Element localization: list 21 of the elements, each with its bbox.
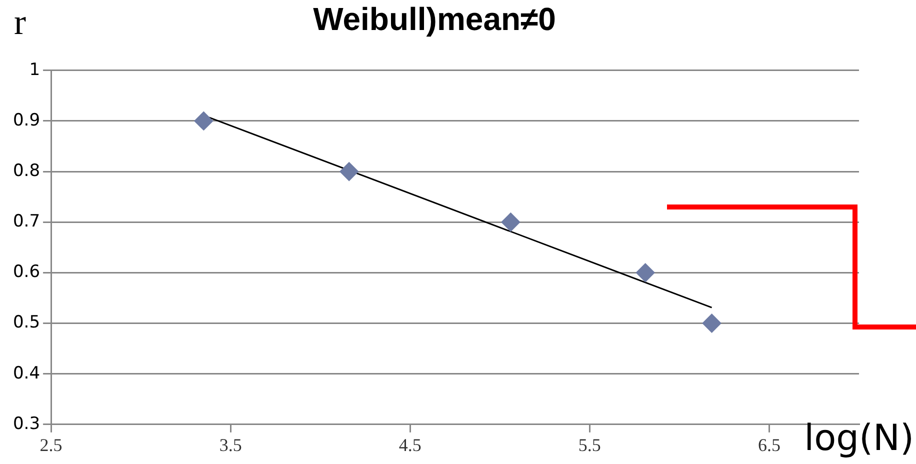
y-tick-label: 0.8: [12, 160, 40, 181]
y-tick-label: 0.3: [12, 414, 40, 434]
y-tick-label: 1: [29, 60, 40, 80]
x-tick-label: 6.5: [758, 434, 780, 455]
y-axis-title: r: [14, 2, 26, 42]
y-tick-label: 0.6: [12, 262, 40, 282]
y-tick-label: 0.7: [12, 212, 40, 232]
point: [194, 111, 214, 130]
y-tick-label: 0.5: [12, 312, 40, 333]
point: [501, 212, 520, 232]
x-tick-label: 4.5: [398, 434, 422, 455]
x-tick-label: 3.5: [219, 434, 242, 455]
x-tick-label: 5.5: [578, 434, 601, 455]
y-tick-label: 0.9: [12, 110, 40, 130]
y-tick-label: 0.4: [12, 363, 40, 384]
point: [340, 162, 359, 182]
point: [636, 263, 655, 282]
x-tick-label: 2.5: [40, 434, 62, 455]
point: [702, 314, 722, 333]
x-axis-title: log(N): [804, 418, 914, 459]
chart-title: Weibull)mean≠0: [313, 1, 556, 38]
